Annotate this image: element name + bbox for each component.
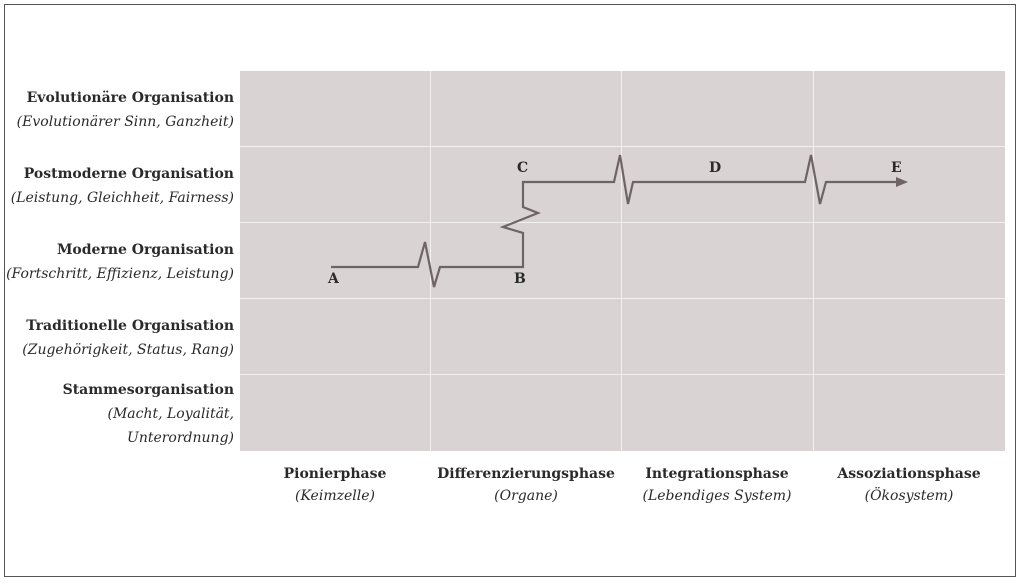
grid-divider — [240, 298, 1005, 299]
point-a-label: A — [328, 271, 339, 287]
column-title: Differenzierungsphase — [437, 466, 615, 482]
column-label-integration: Integrationsphase (Lebendiges System) — [622, 463, 812, 507]
point-e-label: E — [891, 160, 902, 176]
grid-divider — [240, 146, 1005, 147]
column-title: Assoziationsphase — [837, 466, 981, 482]
column-subtitle: (Keimzelle) — [295, 488, 375, 504]
grid-divider — [240, 374, 1005, 375]
column-title: Pionierphase — [283, 466, 387, 482]
point-d-label: D — [709, 160, 722, 176]
row-label-modern: Moderne Organisation (Fortschritt, Effiz… — [6, 238, 234, 286]
row-title: Stammesorganisation — [62, 382, 234, 398]
row-title: Moderne Organisation — [56, 242, 234, 258]
row-subtitle: (Fortschritt, Effizienz, Leistung) — [6, 266, 234, 282]
grid-divider — [430, 71, 431, 451]
row-subtitle: (Zugehörigkeit, Status, Rang) — [22, 342, 234, 358]
row-title: Postmoderne Organisation — [23, 166, 234, 182]
row-label-postmodern: Postmoderne Organisation (Leistung, Glei… — [11, 162, 234, 210]
column-subtitle: (Lebendiges System) — [642, 488, 792, 504]
grid-divider — [621, 71, 622, 451]
row-subtitle: (Leistung, Gleichheit, Fairness) — [10, 190, 234, 206]
path-line — [331, 154, 898, 288]
column-subtitle: (Ökosystem) — [864, 488, 954, 504]
row-subtitle: (Macht, Loyalität, — [107, 406, 234, 422]
row-title: Evolutionäre Organisation — [26, 90, 234, 106]
arrow-head-icon — [896, 177, 908, 187]
column-label-differentiation: Differenzierungsphase (Organe) — [431, 463, 621, 507]
column-subtitle: (Organe) — [494, 488, 558, 504]
row-subtitle: Unterordnung) — [127, 430, 234, 446]
grid-divider — [813, 71, 814, 451]
column-title: Integrationsphase — [645, 466, 789, 482]
grid-divider — [240, 222, 1005, 223]
column-label-association: Assoziationsphase (Ökosystem) — [814, 463, 1004, 507]
phase-grid — [240, 71, 1005, 451]
row-label-traditional: Traditionelle Organisation (Zugehörigkei… — [22, 314, 234, 362]
point-c-label: C — [517, 160, 529, 176]
point-b-label: B — [514, 271, 526, 287]
row-subtitle: (Evolutionärer Sinn, Ganzheit) — [16, 114, 234, 130]
column-label-pioneer: Pionierphase (Keimzelle) — [240, 463, 430, 507]
row-label-evolutionary: Evolutionäre Organisation (Evolutionärer… — [17, 86, 234, 134]
diagram-frame — [4, 4, 1016, 577]
row-label-tribal: Stammesorganisation (Macht, Loyalität, U… — [63, 378, 234, 450]
row-title: Traditionelle Organisation — [26, 318, 234, 334]
